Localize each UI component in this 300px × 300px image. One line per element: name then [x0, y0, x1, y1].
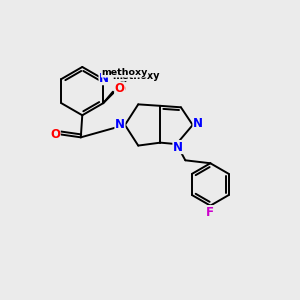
Text: O: O: [50, 128, 60, 141]
Text: O: O: [115, 82, 125, 95]
Text: N: N: [173, 141, 183, 154]
Text: methoxy: methoxy: [101, 68, 148, 77]
Text: methoxy: methoxy: [112, 70, 160, 80]
Text: methyl: methyl: [133, 75, 137, 76]
Text: N: N: [115, 118, 125, 131]
Text: methoxy: methoxy: [129, 74, 136, 76]
Text: O: O: [137, 74, 139, 75]
Text: N: N: [99, 72, 109, 85]
Text: F: F: [206, 206, 214, 219]
Text: O: O: [116, 83, 126, 96]
Text: N: N: [193, 117, 203, 130]
